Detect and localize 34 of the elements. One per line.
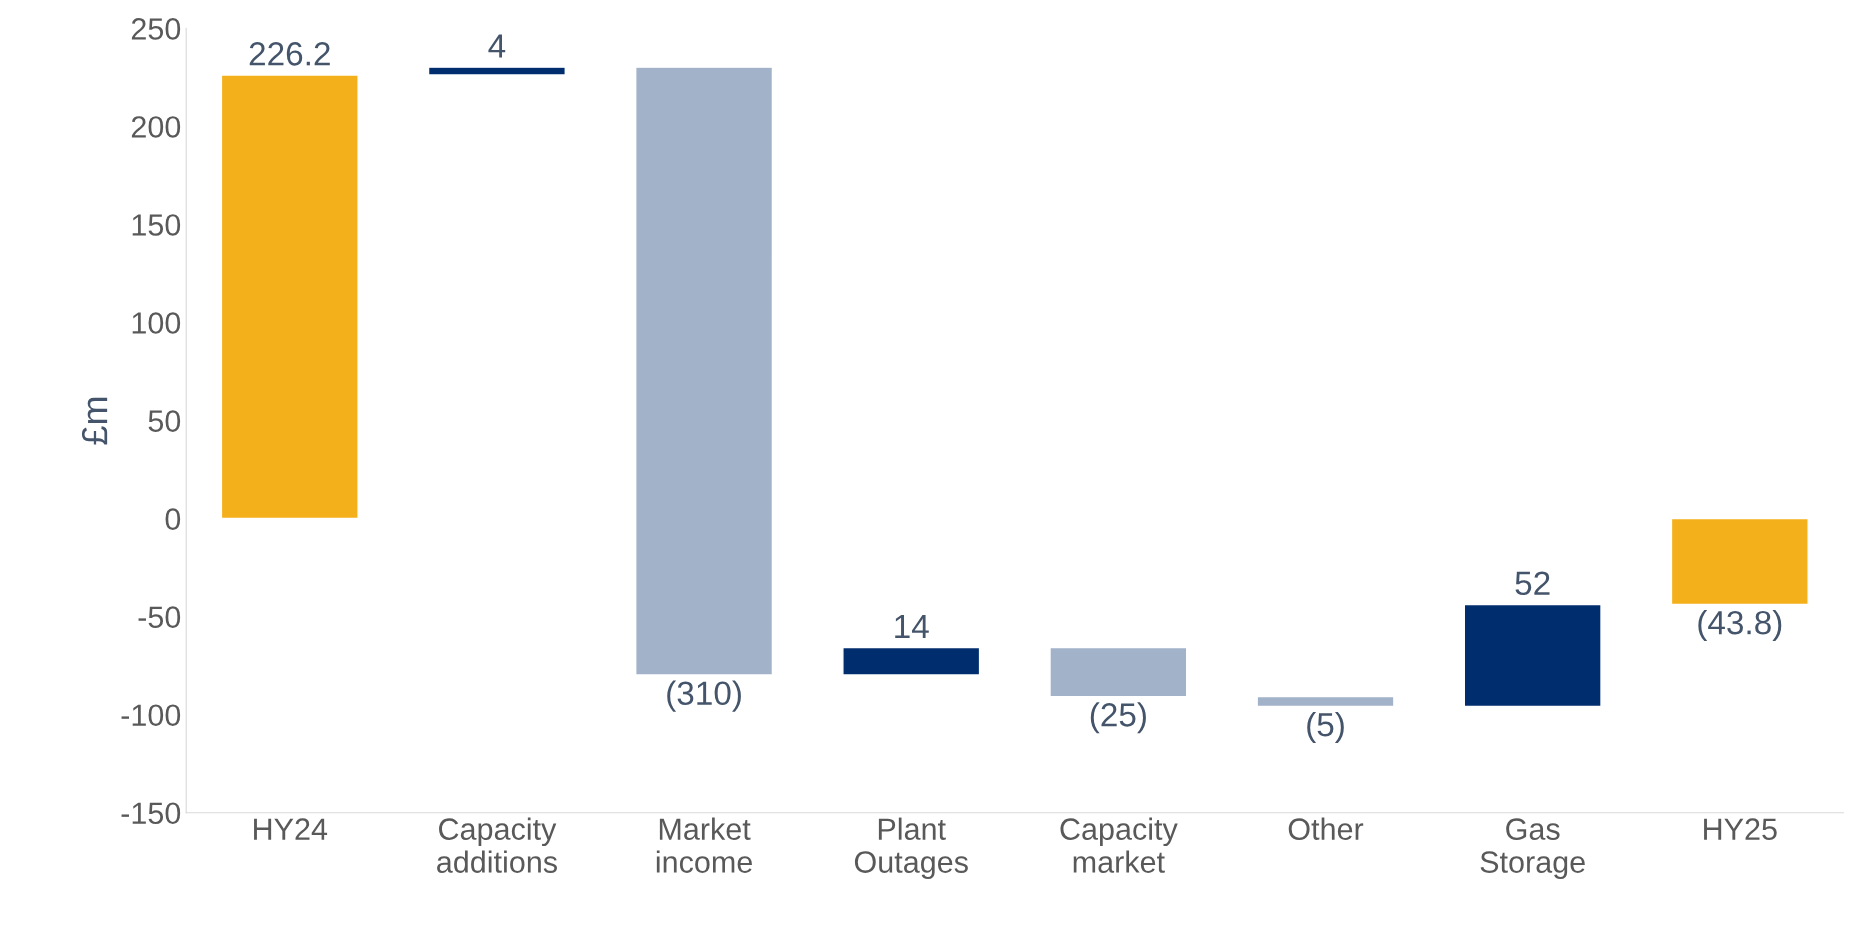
- bar: [1049, 646, 1188, 698]
- y-tick-label: 0: [165, 508, 181, 530]
- y-tick-label: -150: [121, 802, 181, 825]
- x-tick-label: HY24: [254, 818, 328, 840]
- bar: [635, 66, 774, 676]
- y-tick-label: 100: [132, 312, 181, 334]
- y-tick-label: -50: [138, 606, 181, 628]
- data-label: 14: [895, 614, 929, 638]
- x-tick-label: Capacity additions: [437, 817, 557, 873]
- x-tick-label: Gas Storage: [1480, 818, 1585, 879]
- x-tick-label: HY25: [1704, 818, 1777, 841]
- bar: [1463, 603, 1602, 708]
- x-tick-label: Other: [1288, 817, 1364, 841]
- data-label: (25): [1090, 702, 1146, 734]
- y-tick-label: -100: [121, 704, 181, 727]
- x-tick-label: Plant Outages: [854, 817, 968, 879]
- bar: [1670, 517, 1809, 606]
- y-tick-label: 250: [131, 18, 181, 40]
- data-label: 4: [488, 34, 506, 58]
- bar: [427, 66, 566, 76]
- data-label: (43.8): [1698, 610, 1782, 642]
- y-tick-label: 50: [148, 410, 181, 432]
- y-axis-title: £m: [81, 397, 108, 445]
- x-tick-label: Market income: [656, 817, 752, 873]
- bar: [220, 74, 359, 520]
- y-tick-label: 200: [131, 116, 181, 138]
- data-label: (5): [1307, 711, 1344, 744]
- y-tick-label: 150: [132, 214, 181, 236]
- data-label: 52: [1515, 571, 1550, 596]
- data-label: (310): [667, 680, 741, 712]
- bar: [1256, 695, 1395, 708]
- bar: [842, 646, 981, 676]
- x-tick-label: Capacity market: [1060, 817, 1178, 873]
- data-label: 226.2: [249, 42, 330, 66]
